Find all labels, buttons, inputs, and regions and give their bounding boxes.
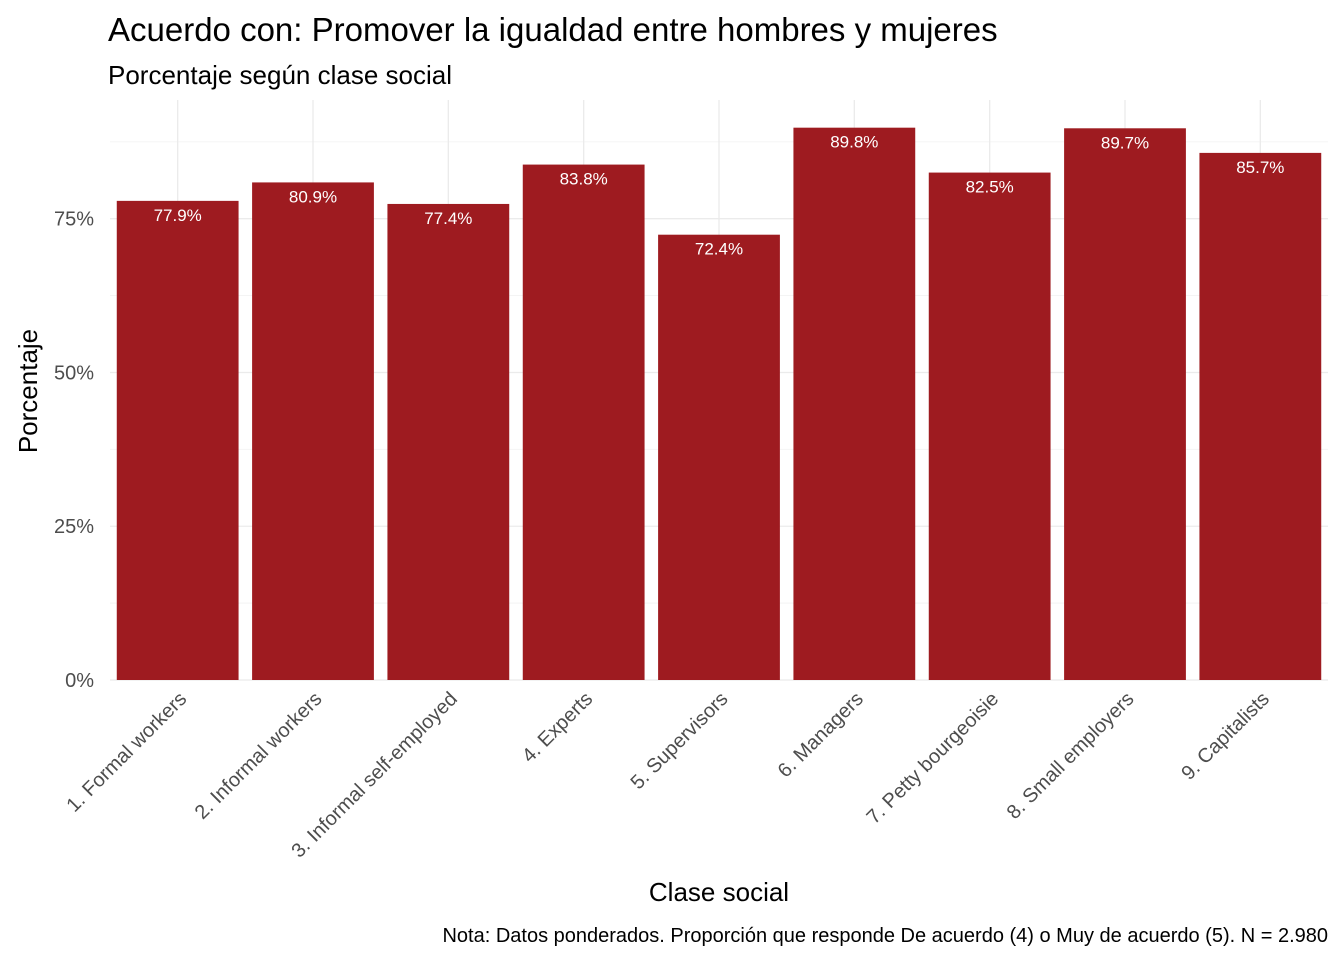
bar-value-label: 72.4% <box>695 240 743 259</box>
bar-value-labels: 77.9% 80.9% 77.4% 83.8% 72.4% 89.8% 82.5% 89.7%… <box>154 133 1285 259</box>
y-tick-label: 75% <box>54 209 94 231</box>
bar <box>928 172 1051 680</box>
bar <box>387 203 510 680</box>
bars <box>116 127 1322 681</box>
y-tick-label: 50% <box>54 362 94 384</box>
bar-value-label: 82.5% <box>966 178 1014 197</box>
chart-subtitle: Porcentaje según clase social <box>108 60 452 90</box>
y-tick-label: 0% <box>65 670 94 692</box>
x-tick-label: 9. Capitalists <box>1177 688 1274 785</box>
x-tick-label: 5. Supervisors <box>627 688 733 794</box>
x-tick-label: 6. Managers <box>774 688 868 782</box>
bar-value-label: 83.8% <box>560 170 608 189</box>
bar-value-label: 89.7% <box>1101 133 1149 152</box>
y-tick-label: 25% <box>54 516 94 538</box>
bar <box>1064 128 1186 681</box>
x-tick-label: 2. Informal workers <box>191 688 327 824</box>
bar <box>522 164 645 681</box>
bar-value-label: 89.8% <box>830 133 878 152</box>
x-axis-title: Clase social <box>649 877 789 907</box>
chart-title: Acuerdo con: Promover la igualdad entre … <box>108 11 998 48</box>
y-axis-title: Porcentaje <box>13 329 43 453</box>
x-tick-label: 1. Formal workers <box>62 688 191 817</box>
x-tick-label: 8. Small employers <box>1003 688 1139 824</box>
bar <box>658 234 780 681</box>
bar-value-label: 77.9% <box>154 206 202 225</box>
x-tick-label: 7. Petty bourgeoisie <box>863 688 1004 829</box>
bar <box>116 200 239 680</box>
y-axis-ticks: 0% 25% 50% 75% <box>54 209 94 692</box>
bar <box>1199 152 1322 680</box>
bar-value-label: 77.4% <box>424 209 472 228</box>
x-tick-label: 4. Experts <box>518 688 597 767</box>
bar <box>793 127 916 681</box>
bar-value-label: 80.9% <box>289 187 337 206</box>
bar <box>252 182 374 680</box>
chart-caption: Nota: Datos ponderados. Proporción que r… <box>442 925 1328 947</box>
bar-value-label: 85.7% <box>1236 158 1284 177</box>
